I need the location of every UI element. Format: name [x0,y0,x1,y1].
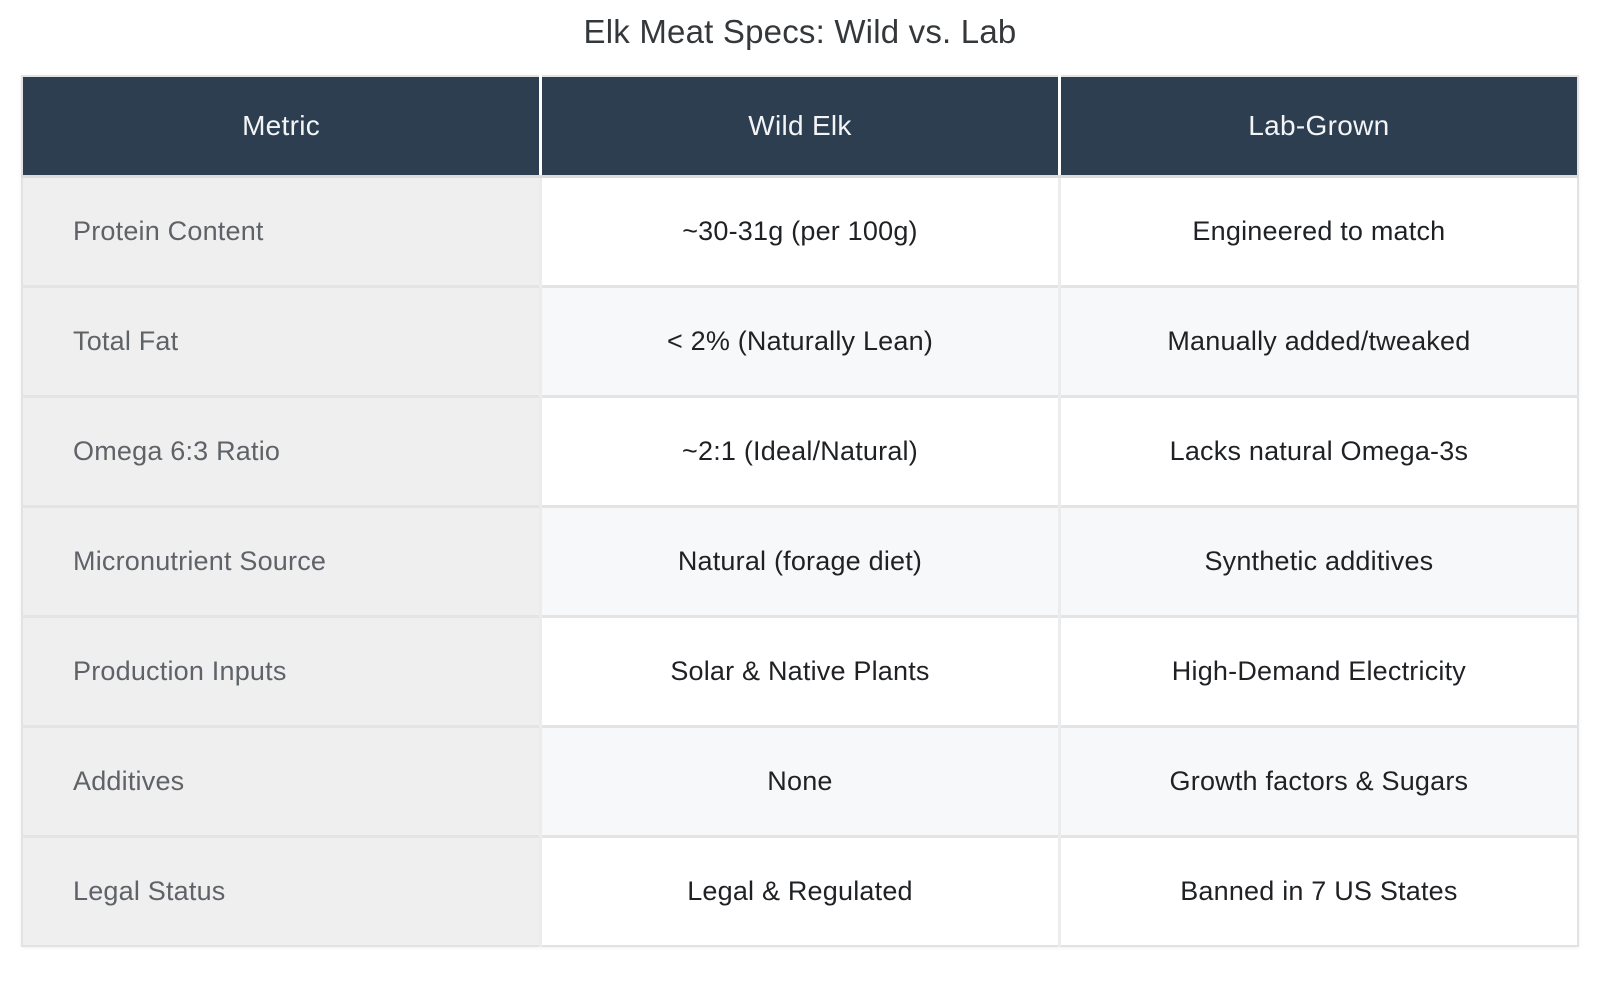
metric-label-cell: Additives [22,724,543,836]
wild-elk-value-cell: ~30-31g (per 100g) [540,176,1061,286]
wild-elk-value-cell: ~2:1 (Ideal/Natural) [540,394,1061,506]
lab-grown-value-cell: Banned in 7 US States [1059,834,1578,946]
metric-label-cell: Legal Status [22,834,543,946]
comparison-table: Metric Wild Elk Lab-Grown Protein Conten… [21,75,1579,947]
table-row: Protein Content ~30-31g (per 100g) Engin… [22,176,1578,286]
metric-label-cell: Production Inputs [22,614,543,726]
lab-grown-value-cell: High-Demand Electricity [1059,614,1578,726]
table-row: Additives None Growth factors & Sugars [22,724,1578,836]
lab-grown-value-cell: Growth factors & Sugars [1059,724,1578,836]
column-header-wild-elk: Wild Elk [540,76,1061,178]
page-title: Elk Meat Specs: Wild vs. Lab [583,13,1017,50]
wild-elk-value-cell: None [540,724,1061,836]
lab-grown-value-cell: Engineered to match [1059,176,1578,286]
metric-label-cell: Protein Content [22,176,543,286]
lab-grown-value-cell: Manually added/tweaked [1059,284,1578,396]
metric-label-cell: Omega 6:3 Ratio [22,394,543,506]
table-header: Metric Wild Elk Lab-Grown [22,76,1578,178]
table-row: Omega 6:3 Ratio ~2:1 (Ideal/Natural) Lac… [22,394,1578,506]
lab-grown-value-cell: Lacks natural Omega-3s [1059,394,1578,506]
table-row: Micronutrient Source Natural (forage die… [22,504,1578,616]
column-header-lab-grown: Lab-Grown [1059,76,1578,178]
table-row: Legal Status Legal & Regulated Banned in… [22,834,1578,946]
column-header-metric: Metric [22,76,543,178]
wild-elk-value-cell: Natural (forage diet) [540,504,1061,616]
metric-label-cell: Total Fat [22,284,543,396]
table-body: Protein Content ~30-31g (per 100g) Engin… [22,176,1578,946]
wild-elk-value-cell: < 2% (Naturally Lean) [540,284,1061,396]
table-row: Production Inputs Solar & Native Plants … [22,614,1578,726]
wild-elk-value-cell: Solar & Native Plants [540,614,1061,726]
header-row: Metric Wild Elk Lab-Grown [22,76,1578,178]
table-row: Total Fat < 2% (Naturally Lean) Manually… [22,284,1578,396]
metric-label-cell: Micronutrient Source [22,504,543,616]
lab-grown-value-cell: Synthetic additives [1059,504,1578,616]
wild-elk-value-cell: Legal & Regulated [540,834,1061,946]
